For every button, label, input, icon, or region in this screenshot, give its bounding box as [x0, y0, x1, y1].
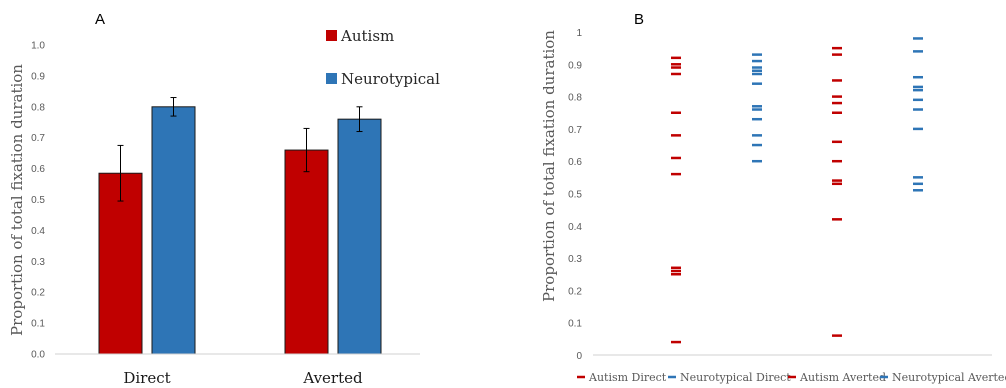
panel-a-legend: Autism Neurotypical: [326, 27, 440, 88]
y-tick-label: 0.0: [31, 350, 45, 361]
y-tick-label: 0.3: [31, 257, 45, 268]
legend-label: Neurotypical Direct: [680, 371, 791, 384]
y-tick-label: 0.7: [568, 125, 582, 136]
legend-label: Neurotypical: [341, 70, 440, 88]
panel-a-label: A: [95, 11, 105, 28]
panel-a-bars: [98, 106, 382, 355]
bar: [98, 172, 143, 355]
legend-label: Autism Averted: [799, 371, 886, 384]
y-tick-label: 0.6: [31, 164, 45, 175]
y-tick-label: 1.0: [31, 41, 45, 52]
legend-swatch: [326, 30, 337, 41]
y-tick-label: 1: [576, 28, 582, 39]
y-tick-label: 0.5: [568, 190, 582, 201]
panel-b: B Proportion of total fixation duration …: [540, 11, 1006, 384]
y-tick-label: 0.3: [568, 254, 582, 265]
y-tick-label: 0.9: [568, 60, 582, 71]
panel-b-legend: Autism Direct Neurotypical Direct Autism A…: [577, 371, 1006, 384]
y-tick-label: 0.2: [31, 288, 45, 299]
panel-a-y-axis-label: Proportion of total fixation duration: [8, 64, 26, 336]
legend-label: Neurotypical Averted: [892, 371, 1006, 384]
legend-label: Autism Direct: [588, 371, 667, 384]
legend-label: Autism: [340, 27, 394, 45]
y-tick-label: 0.4: [31, 226, 45, 237]
y-tick-label: 0.9: [31, 71, 45, 82]
y-tick-label: 0.2: [568, 286, 582, 297]
legend-swatch: [326, 73, 337, 84]
bar: [337, 118, 382, 355]
bar: [151, 106, 196, 355]
panel-a-y-tick-labels: 0.0 0.1 0.2 0.3 0.4 0.5 0.6 0.7 0.8 0.9 1.0: [31, 41, 45, 361]
y-tick-label: 0: [576, 351, 582, 362]
y-tick-label: 0.6: [568, 157, 582, 168]
panel-b-y-tick-labels: 0 0.1 0.2 0.3 0.4 0.5 0.6 0.7 0.8 0.9 1: [568, 28, 582, 362]
y-tick-label: 0.8: [31, 102, 45, 113]
panel-b-marks: [671, 37, 923, 344]
category-label: Averted: [302, 369, 363, 387]
panel-a-category-labels: Direct Averted: [123, 369, 363, 387]
category-label: Direct: [123, 369, 170, 387]
panel-a-error-bars: [117, 97, 363, 202]
y-tick-label: 0.4: [568, 222, 582, 233]
y-tick-label: 0.1: [31, 319, 45, 330]
y-tick-label: 0.7: [31, 133, 45, 144]
y-tick-label: 0.5: [31, 195, 45, 206]
bar: [284, 149, 329, 355]
panel-a: A Proportion of total fixation duration …: [8, 11, 440, 387]
panel-b-y-axis-label: Proportion of total fixation duration: [540, 30, 558, 302]
y-tick-label: 0.8: [568, 93, 582, 104]
y-tick-label: 0.1: [568, 319, 582, 330]
panel-b-label: B: [634, 11, 644, 28]
